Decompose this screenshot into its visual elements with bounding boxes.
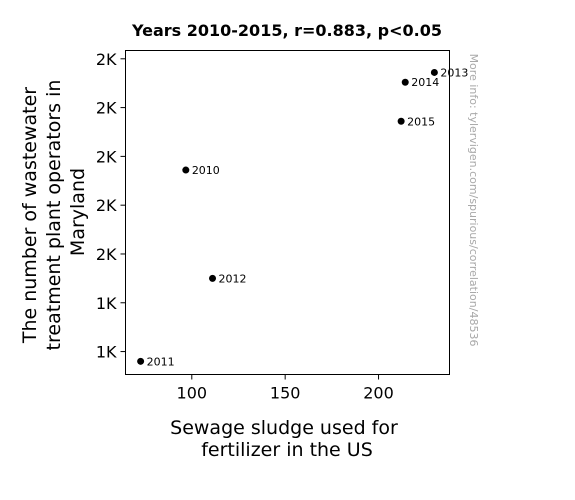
y-tick-label: 1K <box>96 343 117 362</box>
data-point <box>182 166 190 174</box>
x-tick-label: 100 <box>177 384 208 403</box>
data-point-label: 2014 <box>411 76 439 89</box>
x-tick-label: 200 <box>363 384 394 403</box>
plot-frame <box>125 50 450 375</box>
data-point <box>401 78 409 86</box>
y-tick-label: 2K <box>96 196 117 215</box>
y-axis-label: The number of wastewater treatment plant… <box>19 74 89 351</box>
y-tick-label: 2K <box>96 50 117 69</box>
y-tick-label: 2K <box>96 99 117 118</box>
y-axis-label-line: Maryland <box>67 168 89 256</box>
y-tick-label: 2K <box>96 245 117 264</box>
y-axis: 1K 1K 2K 2K 2K 2K 2K <box>96 50 126 362</box>
watermark: More info: tylervigen.com/spurious/corre… <box>467 54 480 347</box>
chart-title: Years 2010-2015, r=0.883, p<0.05 <box>131 21 442 40</box>
y-axis-label-line: treatment plant operators in <box>43 80 65 351</box>
x-axis: 100 150 200 <box>177 374 394 403</box>
data-point-label: 2011 <box>147 355 175 368</box>
x-axis-label-line: Sewage sludge used for <box>170 417 398 439</box>
data-point-label: 2015 <box>407 115 435 128</box>
data-point <box>430 68 438 76</box>
data-point-label: 2012 <box>219 272 247 285</box>
data-point-label: 2013 <box>440 66 468 79</box>
x-axis-label: Sewage sludge used for fertilizer in the… <box>170 417 404 461</box>
data-point <box>397 117 405 125</box>
data-point <box>137 357 145 365</box>
y-tick-label: 1K <box>96 294 117 313</box>
data-point <box>209 274 217 282</box>
x-tick-label: 150 <box>270 384 301 403</box>
data-point-label: 2010 <box>192 164 220 177</box>
y-axis-label-line: The number of wastewater <box>19 87 41 344</box>
y-tick-label: 2K <box>96 147 117 166</box>
x-axis-label-line: fertilizer in the US <box>201 439 373 461</box>
